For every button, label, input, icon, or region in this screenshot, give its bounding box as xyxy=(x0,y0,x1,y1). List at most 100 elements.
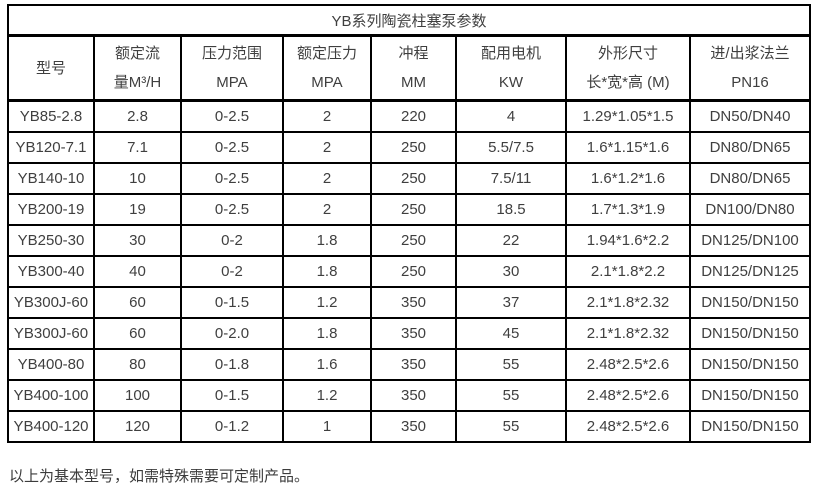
table-cell: 2 xyxy=(282,99,372,133)
table-cell: 55 xyxy=(455,379,567,412)
table-cell: YB85-2.8 xyxy=(7,99,95,133)
column-header-0: 型号 xyxy=(7,34,95,102)
column-header-7: 进/出浆法兰 PN16 xyxy=(688,34,812,102)
table-cell: 60 xyxy=(93,317,182,350)
column-header-5: 配用电机 KW xyxy=(455,34,567,102)
table-cell: 1.8 xyxy=(282,255,372,288)
table-cell: 120 xyxy=(93,410,182,443)
table-cell: 2.48*2.5*2.6 xyxy=(565,410,691,443)
table-cell: 1.8 xyxy=(282,224,372,257)
column-header-6: 外形尺寸 长*宽*高 (M) xyxy=(565,34,691,102)
table-cell: 0-2.5 xyxy=(180,193,284,226)
table-row: YB400-120 120 0-1.2 1 350 55 2.48*2.5*2.6 DN150… xyxy=(7,410,812,443)
table-row: YB400-100 100 0-1.5 1.2 350 55 2.48*2.5*2.6 DN1… xyxy=(7,379,812,412)
table-cell: YB300J-60 xyxy=(7,286,95,319)
table-cell: 40 xyxy=(93,255,182,288)
table-cell: 0-1.5 xyxy=(180,286,284,319)
table-cell: 45 xyxy=(455,317,567,350)
table-cell: YB300J-60 xyxy=(7,317,95,350)
table-cell: DN150/DN150 xyxy=(688,410,812,443)
table-row: YB300J-60 60 0-2.0 1.8 350 45 2.1*1.8*2.32 DN15… xyxy=(7,317,812,350)
table-cell: DN80/DN65 xyxy=(688,131,812,164)
table-cell: 30 xyxy=(93,224,182,257)
table-row: YB300J-60 60 0-1.5 1.2 350 37 2.1*1.8*2.32 DN15… xyxy=(7,286,812,319)
table-title: YB系列陶瓷柱塞泵参数 xyxy=(6,4,812,37)
table-cell: YB400-100 xyxy=(7,379,95,412)
table-cell: 60 xyxy=(93,286,182,319)
table-cell: 1.2 xyxy=(282,379,372,412)
table-cell: 4 xyxy=(455,99,567,133)
table-cell: 0-2.5 xyxy=(180,162,284,195)
column-header-2: 压力范围 MPA xyxy=(180,34,284,102)
table-cell: 19 xyxy=(93,193,182,226)
table-cell: DN150/DN150 xyxy=(688,348,812,381)
table-cell: 220 xyxy=(370,99,457,133)
table-row: YB200-19 19 0-2.5 2 250 18.5 1.7*1.3*1.9 DN100/… xyxy=(7,193,812,226)
table-cell: 2 xyxy=(282,162,372,195)
table-cell: 30 xyxy=(455,255,567,288)
table-cell: 1.94*1.6*2.2 xyxy=(565,224,691,257)
table-cell: 350 xyxy=(370,410,457,443)
table-cell: 2 xyxy=(282,131,372,164)
table-cell: 350 xyxy=(370,286,457,319)
table-cell: 350 xyxy=(370,379,457,412)
table-cell: 0-1.2 xyxy=(180,410,284,443)
table-cell: 0-1.8 xyxy=(180,348,284,381)
table-cell: 2.48*2.5*2.6 xyxy=(565,348,691,381)
table-row: YB400-80 80 0-1.8 1.6 350 55 2.48*2.5*2.6 DN150… xyxy=(7,348,812,381)
table-cell: 1.8 xyxy=(282,317,372,350)
table-cell: 350 xyxy=(370,348,457,381)
table-cell: YB200-19 xyxy=(7,193,95,226)
table-cell: 1.6*1.15*1.6 xyxy=(565,131,691,164)
table-cell: 350 xyxy=(370,317,457,350)
table-cell: 7.5/11 xyxy=(455,162,567,195)
table-cell: YB250-30 xyxy=(7,224,95,257)
column-header-3: 额定压力 MPA xyxy=(282,34,372,102)
table-cell: YB120-7.1 xyxy=(7,131,95,164)
table-row: YB140-10 10 0-2.5 2 250 7.5/11 1.6*1.2*1.6 DN80… xyxy=(7,162,812,195)
pump-spec-table: YB系列陶瓷柱塞泵参数 型号 额定流 量M³/H 压力范围 MPA 额定压力 MPA 冲程 MM… xyxy=(6,4,812,443)
table-cell: 1 xyxy=(282,410,372,443)
table-cell: 2.48*2.5*2.6 xyxy=(565,379,691,412)
table-cell: DN125/DN125 xyxy=(688,255,812,288)
table-cell: 2 xyxy=(282,193,372,226)
table-cell: YB140-10 xyxy=(7,162,95,195)
table-cell: 2.8 xyxy=(93,99,182,133)
table-cell: 0-1.5 xyxy=(180,379,284,412)
table-cell: 250 xyxy=(370,162,457,195)
table-cell: 250 xyxy=(370,224,457,257)
table-cell: 250 xyxy=(370,193,457,226)
table-row: YB250-30 30 0-2 1.8 250 22 1.94*1.6*2.2 DN125/D… xyxy=(7,224,812,257)
table-cell: 22 xyxy=(455,224,567,257)
table-cell: 100 xyxy=(93,379,182,412)
table-row: YB120-7.1 7.1 0-2.5 2 250 5.5/7.5 1.6*1.15*1.6… xyxy=(7,131,812,164)
table-cell: 250 xyxy=(370,255,457,288)
table-cell: 55 xyxy=(455,348,567,381)
column-header-4: 冲程 MM xyxy=(370,34,457,102)
table-cell: YB300-40 xyxy=(7,255,95,288)
table-cell: 10 xyxy=(93,162,182,195)
table-cell: 55 xyxy=(455,410,567,443)
table-cell: 1.6 xyxy=(282,348,372,381)
table-cell: 5.5/7.5 xyxy=(455,131,567,164)
table-cell: YB400-80 xyxy=(7,348,95,381)
table-cell: 1.29*1.05*1.5 xyxy=(565,99,691,133)
column-header-1: 额定流 量M³/H xyxy=(93,34,182,102)
table-header-row: 型号 额定流 量M³/H 压力范围 MPA 额定压力 MPA 冲程 MM 配用电机 KW 外形尺寸 长*… xyxy=(7,34,812,102)
table-cell: DN125/DN100 xyxy=(688,224,812,257)
table-cell: 18.5 xyxy=(455,193,567,226)
table-cell: 0-2.0 xyxy=(180,317,284,350)
table-cell: DN150/DN150 xyxy=(688,286,812,319)
table-cell: 0-2 xyxy=(180,255,284,288)
table-cell: DN50/DN40 xyxy=(688,99,812,133)
table-cell: 37 xyxy=(455,286,567,319)
table-row: YB85-2.8 2.8 0-2.5 2 220 4 1.29*1.05*1.5 DN50/D… xyxy=(7,99,812,133)
table-row: YB300-40 40 0-2 1.8 250 30 2.1*1.8*2.2 DN125/DN… xyxy=(7,255,812,288)
table-cell: DN100/DN80 xyxy=(688,193,812,226)
table-cell: 80 xyxy=(93,348,182,381)
table-cell: 250 xyxy=(370,131,457,164)
table-cell: 0-2 xyxy=(180,224,284,257)
table-cell: 0-2.5 xyxy=(180,131,284,164)
table-cell: 7.1 xyxy=(93,131,182,164)
